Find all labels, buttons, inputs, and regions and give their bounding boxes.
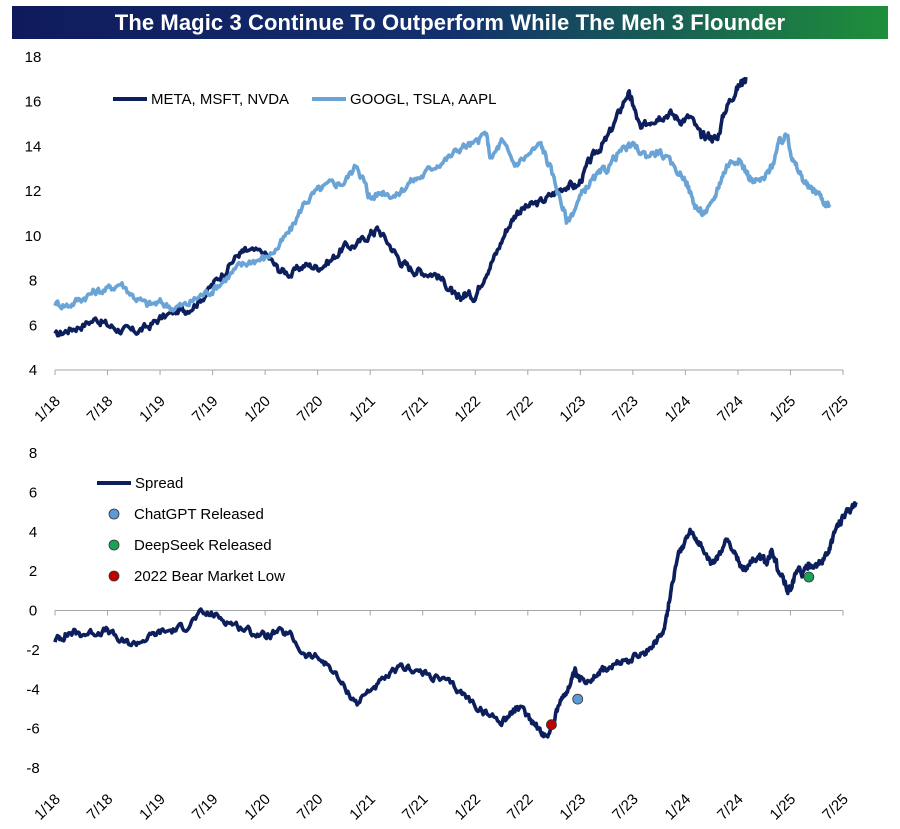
x-tick-label: 1/21 [346, 791, 379, 824]
y-tick-label: 6 [29, 317, 37, 334]
series-line-1 [53, 76, 748, 338]
event-marker-2 [803, 571, 815, 583]
x-tick-label: 1/20 [241, 791, 274, 824]
chart-title: The Magic 3 Continue To Outperform While… [114, 9, 786, 35]
legend-label-1: META, MSFT, NVDA [151, 91, 289, 108]
x-tick-label: 7/24 [714, 791, 747, 824]
x-tick-label: 1/25 [767, 791, 800, 824]
legend-label-4: 2022 Bear Market Low [134, 568, 285, 585]
x-tick-label: 1/19 [136, 791, 169, 824]
y-tick-label: 4 [29, 524, 37, 541]
y-tick-label: 18 [25, 49, 42, 66]
legend-swatch-4 [108, 570, 120, 582]
x-tick-label: 1/24 [662, 791, 695, 824]
y-tick-label: -2 [26, 642, 39, 659]
x-tick-label: 7/21 [399, 791, 432, 824]
y-tick-label: 6 [29, 484, 37, 501]
legend-swatch-3 [108, 539, 120, 551]
y-tick-label: -4 [26, 681, 39, 698]
series-line-2 [53, 130, 832, 313]
x-tick-label: 7/20 [294, 791, 327, 824]
y-tick-label: 10 [25, 228, 42, 245]
y-tick-label: 2 [29, 563, 37, 580]
y-tick-label: -6 [26, 721, 39, 738]
x-tick-label: 7/22 [504, 791, 537, 824]
y-tick-label: 8 [29, 445, 37, 462]
y-tick-label: 4 [29, 362, 37, 379]
y-tick-label: 14 [25, 138, 42, 155]
x-tick-label: 7/18 [84, 791, 117, 824]
x-tick-label: 1/18 [31, 791, 64, 824]
chart-title-bar: The Magic 3 Continue To Outperform While… [12, 6, 888, 39]
legend-label-3: DeepSeek Released [134, 537, 272, 554]
y-tick-label: 8 [29, 273, 37, 290]
x-tick-label: 1/23 [556, 791, 589, 824]
x-tick-label: 7/25 [819, 791, 852, 824]
y-tick-label: 0 [29, 603, 37, 620]
x-tick-label: 1/22 [451, 791, 484, 824]
y-tick-label: -8 [26, 760, 39, 777]
legend-swatch-2 [108, 508, 120, 520]
legend-label-1: Spread [135, 475, 183, 492]
y-tick-label: 12 [25, 183, 42, 200]
x-tick-label: 7/23 [609, 791, 642, 824]
x-tick-label: 7/19 [189, 791, 222, 824]
y-tick-label: 16 [25, 94, 42, 111]
event-marker-1 [572, 693, 584, 705]
legend-label-2: GOOGL, TSLA, AAPL [350, 91, 496, 108]
legend-label-2: ChatGPT Released [134, 506, 264, 523]
event-marker-3 [546, 719, 557, 731]
